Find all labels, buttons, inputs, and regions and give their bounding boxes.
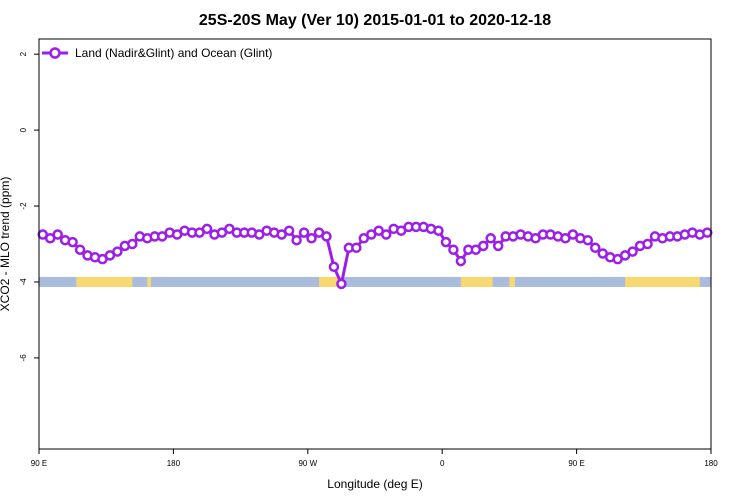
x-axis: 90 E 180 90 W 0 90 E 180 [31,449,718,468]
data-point [112,246,123,257]
y-tick-label: -6 [19,354,28,362]
land-segment [625,276,700,287]
plot-frame [38,38,712,450]
data-point [52,229,63,240]
x-tick-label: 180 [167,459,181,468]
data-point [127,238,138,250]
data-point [328,261,340,273]
data-point [336,278,347,290]
data-point [433,225,444,236]
data-point [291,234,302,246]
land-segment [319,276,344,287]
data-point [74,244,86,255]
series-layer [37,221,713,290]
data-point [380,229,392,240]
data-point [455,255,467,267]
x-axis-label: Longitude (deg E) [327,477,422,491]
data-point [298,227,310,238]
land-segment [147,276,151,287]
y-tick-label: 0 [19,127,28,132]
data-point [582,234,594,246]
data-point [478,240,489,252]
data-point [321,231,332,242]
land-segment [509,276,515,287]
ocean-strip [39,276,711,287]
y-tick-label: 2 [19,51,28,56]
data-point [627,246,638,257]
y-axis-label: XCO2 - MLO trend (ppm) [0,177,12,312]
legend: Land (Nadir&Glint) and Ocean (Glint) [42,46,272,60]
x-tick-label: 180 [704,459,718,468]
land-segment [76,276,133,287]
x-tick-label: 90 E [568,459,584,468]
data-point [201,223,213,235]
data-point [642,238,653,250]
y-axis: 2 0 -2 -4 -6 [19,51,39,361]
data-point [283,225,295,236]
y-tick-label: -2 [19,202,28,210]
data-point [492,240,504,252]
surface-strip [39,276,711,287]
data-point [485,233,496,244]
chart-title: 25S-20S May (Ver 10) 2015-01-01 to 2020-… [199,12,551,29]
x-tick-label: 90 E [31,459,47,468]
x-tick-label: 0 [440,459,445,468]
data-point [702,227,713,238]
data-point [351,242,362,254]
y-tick-label: -4 [19,278,28,286]
x-tick-label: 90 W [298,459,317,468]
legend-marker-swatch [49,47,61,59]
legend-label: Land (Nadir&Glint) and Ocean (Glint) [75,46,272,60]
land-segment [460,276,493,287]
data-point [440,236,452,248]
data-point [590,242,601,254]
data-point [448,244,459,255]
data-point [67,236,78,248]
data-point [306,233,317,244]
